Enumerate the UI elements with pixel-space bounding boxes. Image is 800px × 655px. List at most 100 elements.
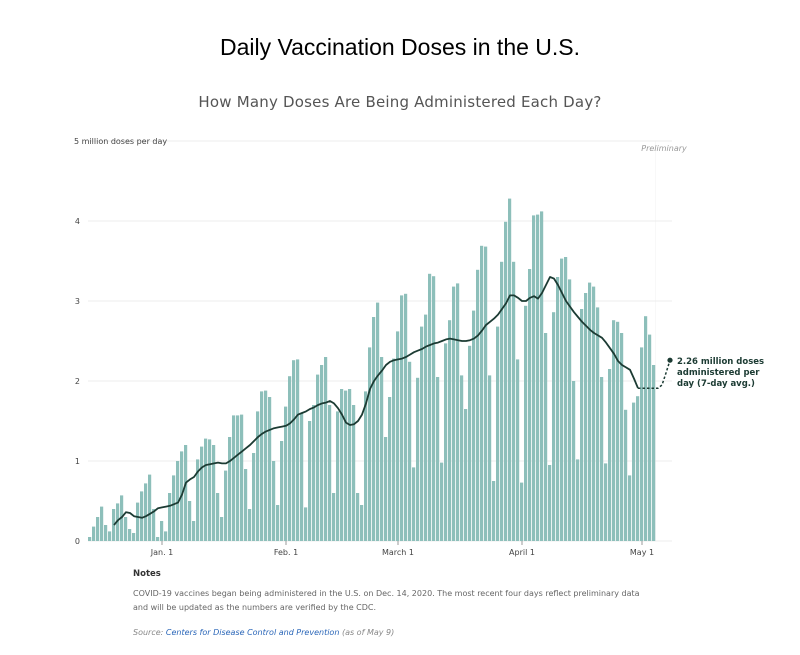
bar: [528, 269, 532, 541]
page-title: Daily Vaccination Doses in the U.S.: [219, 34, 581, 60]
bar: [548, 465, 552, 541]
bar: [116, 503, 120, 541]
bar: [328, 405, 332, 541]
bar: [644, 316, 648, 541]
bar: [404, 293, 408, 541]
avg-annotation-line: day (7-day avg.): [677, 379, 755, 389]
y-tick-label: 3: [75, 297, 80, 306]
bar: [608, 369, 612, 541]
bar: [228, 437, 232, 541]
bar: [568, 279, 572, 541]
y-tick-label: 5 million doses per day: [74, 137, 167, 146]
bar: [412, 467, 416, 541]
bar: [628, 475, 632, 541]
bar: [392, 358, 396, 541]
bar: [552, 312, 556, 541]
source-link[interactable]: Centers for Disease Control and Preventi…: [165, 628, 340, 637]
bar: [340, 389, 344, 541]
bar: [260, 391, 264, 541]
bar: [152, 509, 156, 541]
bar: [168, 493, 172, 541]
y-tick-label: 4: [75, 217, 80, 226]
bar: [596, 307, 600, 541]
source-prefix: Source:: [133, 628, 166, 637]
bar: [476, 269, 480, 541]
bar: [96, 517, 100, 541]
bar: [428, 273, 432, 541]
bar: [284, 406, 288, 541]
bar: [396, 331, 400, 541]
bar: [504, 221, 508, 542]
bar: [208, 439, 212, 541]
bar: [240, 414, 244, 541]
bar: [192, 521, 196, 541]
bar: [360, 505, 364, 541]
bar: [492, 481, 496, 541]
bar: [544, 333, 548, 541]
bar: [132, 533, 136, 541]
preliminary-band: [655, 141, 656, 541]
bar: [296, 359, 300, 541]
bar: [172, 475, 176, 541]
bar: [516, 359, 520, 541]
bar: [600, 377, 604, 541]
bar: [136, 502, 140, 541]
bar: [536, 214, 540, 541]
bar: [280, 441, 284, 541]
bar: [92, 526, 96, 541]
bar: [212, 445, 216, 541]
bar: [520, 482, 524, 541]
bar: [572, 381, 576, 541]
bar: [88, 537, 92, 541]
bar: [304, 507, 308, 541]
bar: [312, 405, 316, 541]
bar: [444, 343, 448, 541]
bar: [272, 461, 276, 541]
bar: [100, 506, 104, 541]
avg-annotation-line: administered per: [677, 368, 760, 378]
bar: [344, 390, 348, 541]
bar: [224, 470, 228, 541]
bar: [488, 375, 492, 541]
bar: [452, 286, 456, 541]
bar: [332, 493, 336, 541]
bar: [484, 246, 488, 541]
notes-heading: Notes: [133, 569, 161, 579]
bar: [380, 357, 384, 541]
bar: [500, 261, 504, 541]
bar: [112, 509, 116, 541]
preliminary-label: Preliminary: [641, 144, 687, 153]
bar: [576, 459, 580, 541]
y-tick-label: 1: [75, 457, 80, 466]
bar: [124, 517, 128, 541]
bar: [564, 257, 568, 541]
bar: [420, 326, 424, 541]
bar: [156, 537, 160, 541]
bar: [364, 391, 368, 541]
bar: [604, 463, 608, 541]
bar: [424, 314, 428, 541]
bar: [348, 389, 352, 541]
bar: [400, 295, 404, 541]
avg-endpoint-dot: [667, 357, 673, 363]
bar: [464, 409, 468, 541]
bar: [252, 453, 256, 541]
x-tick-label: Jan. 1: [150, 548, 174, 557]
bar: [316, 374, 320, 541]
bar: [256, 411, 260, 541]
bar: [448, 320, 452, 541]
bar: [220, 517, 224, 541]
bar: [632, 402, 636, 541]
bar: [440, 462, 444, 541]
bar: [384, 437, 388, 541]
bar: [460, 375, 464, 541]
bar: [560, 258, 564, 541]
bar: [616, 321, 620, 541]
bar: [292, 360, 296, 541]
bar: [148, 474, 152, 541]
bar: [524, 305, 528, 541]
bar: [336, 411, 340, 541]
bar: [640, 347, 644, 541]
bar: [368, 347, 372, 541]
x-tick-label: March 1: [382, 548, 414, 557]
